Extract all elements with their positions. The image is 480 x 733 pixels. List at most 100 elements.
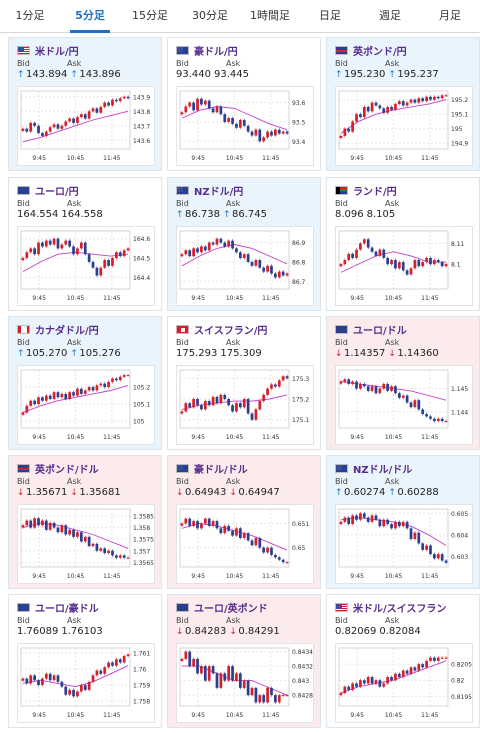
rate-card[interactable]: ユーロ/英ポンド Bid Ask ↓0.84283 ↓0.84291 0.8434 0.84… [167, 594, 321, 728]
currency-pair-link[interactable]: 豪ドル/ドル [194, 465, 248, 476]
currency-pair-link[interactable]: NZドル/ドル [353, 465, 413, 476]
mini-chart[interactable]: 105.2 105.1 105 9:45 10:45 11:45 [17, 365, 155, 445]
tab-7[interactable]: 月足 [439, 9, 461, 22]
mini-chart[interactable]: 143.9 143.8 143.7 143.6 9:45 10:45 11:45 [17, 86, 155, 166]
currency-pair-link[interactable]: 米ドル/スイスフラン [353, 604, 447, 615]
candle-body [339, 693, 343, 696]
rate-card[interactable]: 英ポンド/円 Bid Ask ↑195.230 ↑195.237 195.2 195.1 19… [326, 37, 480, 171]
x-tick-label: 11:45 [421, 712, 438, 719]
candle-body [215, 106, 219, 113]
candle-body [429, 657, 432, 661]
candle-body [122, 96, 126, 99]
candle-body [378, 680, 382, 687]
x-tick-label: 11:45 [262, 712, 279, 719]
candle-body [99, 267, 103, 276]
currency-pair-link[interactable]: ユーロ/英ポンド [194, 604, 268, 615]
currency-pair-link[interactable]: 英ポンド/ドル [35, 465, 99, 476]
ask-label: Ask [385, 477, 400, 486]
currency-pair-link[interactable]: ランド/円 [353, 187, 397, 198]
candle-body [21, 128, 25, 131]
candle-body [203, 246, 207, 251]
candle-body [52, 522, 56, 528]
mini-chart[interactable]: 1.145 1.144 9:45 10:45 11:45 [335, 365, 473, 445]
candle-body [370, 677, 374, 684]
y-tick-label: 8.11 [451, 241, 465, 248]
mini-chart[interactable]: 195.2 195.1 195 194.9 9:45 10:45 11:45 [335, 86, 473, 166]
currency-pair-link[interactable]: スイスフラン/円 [194, 326, 268, 337]
tab-1[interactable]: 5分足 [60, 0, 120, 33]
currency-pair-link[interactable]: NZドル/円 [194, 187, 244, 198]
tab-0[interactable]: 1分足 [15, 9, 45, 22]
rate-card[interactable]: 英ポンド/ドル Bid Ask ↓1.35671 ↓1.35681 1.3585 1.358… [8, 455, 162, 589]
mini-chart[interactable]: 0.605 0.604 0.603 9:45 10:45 11:45 [335, 504, 473, 584]
candle-body [215, 673, 219, 688]
candle-body [436, 96, 440, 99]
rate-card[interactable]: 豪ドル/円 Bid Ask 93.440 93.445 93.6 93.5 93.4 9:45 1… [167, 37, 321, 171]
tab-4[interactable]: 1時間足 [250, 9, 290, 22]
candle-body [122, 555, 126, 558]
candle-body [413, 532, 417, 540]
candle-body [433, 554, 436, 559]
ask-label: Ask [385, 338, 400, 347]
candle-body [76, 532, 79, 537]
mini-chart[interactable]: 0.651 0.65 9:45 10:45 11:45 [176, 504, 314, 584]
rate-card[interactable]: ユーロ/ドル Bid Ask ↓1.14357 ↓1.14360 1.145 1.144 9:… [326, 316, 480, 450]
candle-body [111, 258, 114, 266]
rate-card[interactable]: ユーロ/円 Bid Ask 164.554 164.558 164.6 164.5 164.4… [8, 177, 162, 311]
tab-2[interactable]: 15分足 [132, 9, 168, 22]
tab-5[interactable]: 日足 [319, 9, 341, 22]
mini-chart[interactable]: 0.8434 0.8432 0.843 0.8428 9:45 10:45 11:45 [176, 643, 314, 723]
bid-ask-values: ↑86.738 ↑86.745 [176, 209, 270, 220]
currency-pair-link[interactable]: ユーロ/ドル [353, 326, 407, 337]
tab-6[interactable]: 週足 [379, 9, 401, 22]
candle-body [29, 675, 33, 684]
mini-chart[interactable]: 1.761 1.76 1.759 1.758 9:45 10:45 11:45 [17, 643, 155, 723]
x-tick-label: 11:45 [262, 155, 279, 162]
candle-body [33, 122, 36, 126]
y-tick-label: 175.3 [292, 376, 309, 383]
mini-chart[interactable]: 175.3 175.2 175.1 9:45 10:45 11:45 [176, 365, 314, 445]
moving-average-line [181, 394, 288, 410]
mini-chart[interactable]: 164.6 164.5 164.4 9:45 10:45 11:45 [17, 226, 155, 306]
candle-body [223, 673, 227, 681]
rate-card[interactable]: 米ドル/円 Bid Ask ↑143.894 ↑143.896 143.9 143.8 143… [8, 37, 162, 171]
rate-card[interactable]: ユーロ/豪ドル Bid Ask 1.76089 1.76103 1.761 1.76 1.75… [8, 594, 162, 728]
rate-card[interactable]: ランド/円 Bid Ask 8.096 8.105 8.11 8.1 9:45 10:45 11:… [326, 177, 480, 311]
rate-card[interactable]: カナダドル/円 Bid Ask ↑105.270 ↑105.276 105.2 105.1 1… [8, 316, 162, 450]
moving-average-line [22, 251, 129, 272]
trend-arrow-icon: ↑ [17, 349, 25, 359]
mini-chart[interactable]: 8.11 8.1 9:45 10:45 11:45 [335, 226, 473, 306]
rate-card[interactable]: NZドル/ドル Bid Ask ↑0.60274 ↑0.60288 0.605 0.604 0… [326, 455, 480, 589]
y-tick-label: 93.6 [292, 100, 306, 107]
mini-chart[interactable]: 0.8205 0.82 0.8195 9:45 10:45 11:45 [335, 643, 473, 723]
currency-pair-link[interactable]: 米ドル/円 [35, 47, 79, 58]
candle-body [262, 394, 266, 402]
candle-body [421, 409, 425, 415]
candle-body [25, 128, 29, 132]
trend-arrow-icon: ↓ [176, 627, 184, 637]
currency-pair-link[interactable]: ユーロ/豪ドル [35, 604, 99, 615]
rate-card[interactable]: スイスフラン/円 Bid Ask 175.293 175.309 175.3 175.2 17… [167, 316, 321, 450]
ask-label: Ask [67, 59, 82, 68]
candle-body [95, 543, 99, 551]
currency-pair-link[interactable]: 豪ドル/円 [194, 47, 238, 58]
candlestick-chart: 1.3585 1.358 1.3575 1.357 1.3565 9:45 10:45 11:… [20, 508, 154, 580]
currency-pair-link[interactable]: カナダドル/円 [35, 326, 99, 337]
ask-label: Ask [67, 338, 82, 347]
currency-pair-link[interactable]: 英ポンド/円 [353, 47, 407, 58]
rate-card[interactable]: 米ドル/スイスフラン Bid Ask 0.82069 0.82084 0.8205 0.82… [326, 594, 480, 728]
mini-chart[interactable]: 93.6 93.5 93.4 9:45 10:45 11:45 [176, 86, 314, 166]
candle-body [64, 525, 68, 535]
trend-arrow-icon: ↓ [176, 488, 184, 498]
trend-arrow-icon: ↓ [70, 488, 78, 498]
mini-chart[interactable]: 1.3585 1.358 1.3575 1.357 1.3565 9:45 10:45 11:… [17, 504, 155, 584]
bid-value: 1.14357 [344, 348, 386, 359]
rate-card[interactable]: 豪ドル/ドル Bid Ask ↓0.64943 ↓0.64947 0.651 0.65 9:4… [167, 455, 321, 589]
mini-chart[interactable]: 86.9 86.8 86.7 9:45 10:45 11:45 [176, 226, 314, 306]
plot-frame [179, 230, 290, 290]
tab-3[interactable]: 30分足 [192, 9, 228, 22]
rate-card[interactable]: NZドル/円 Bid Ask ↑86.738 ↑86.745 86.9 86.8 86.7 9:… [167, 177, 321, 311]
currency-pair-link[interactable]: ユーロ/円 [35, 187, 79, 198]
candle-body [72, 246, 75, 255]
bid-label: Bid [17, 477, 30, 486]
